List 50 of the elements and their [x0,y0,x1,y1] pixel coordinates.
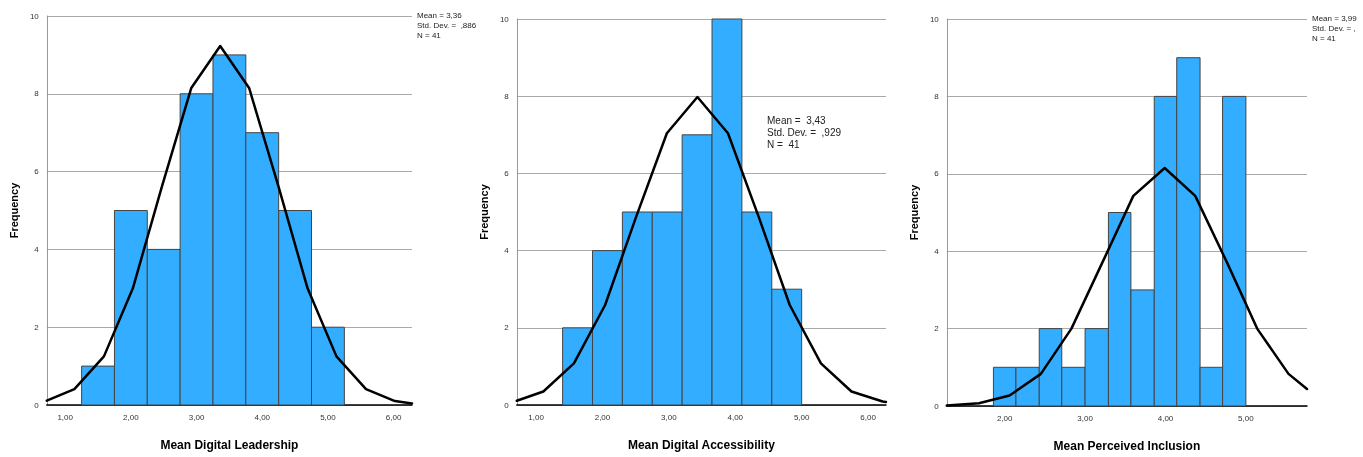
y-tick-label: 0 [934,401,940,411]
x-tick-label: 6,00 [860,412,877,422]
line-series [515,95,888,404]
y-tick-label: 8 [504,91,510,101]
y-tick-label: 2 [934,324,940,334]
y-tick-label: 4 [504,246,510,256]
x-tick-label: 4,00 [254,412,271,422]
annotation: Mean = 3,43 [767,114,827,126]
y-tick-label: 8 [934,91,940,101]
y-tick-label: 8 [34,89,40,99]
y-tick-label: 0 [34,400,40,410]
x-tick-label: 2,00 [123,412,140,422]
y-tick-label: 10 [499,14,510,24]
y-axis-title: Frequency [907,183,920,241]
text: Mean = 3,36 [417,10,463,20]
x-axis-title: Mean Perceived Inclusion [1053,439,1201,453]
x-tick-label: 1,00 [57,412,74,422]
x-axis-title: Mean Digital Accessibility [627,438,776,452]
x-tick-label: 5,00 [793,412,810,422]
y-tick-label: 2 [504,323,510,333]
x-tick-label: 5,00 [1238,413,1255,423]
y-axis-title: Frequency [477,183,490,240]
x-tick-label: 2,00 [996,413,1014,423]
annotation: N = 41 [767,138,800,150]
y-axis-title: Frequency [7,181,20,239]
text: Mean = 3,99 [1312,13,1358,23]
y-tick-label: 10 [929,14,940,24]
y-tick-label: 10 [29,11,40,21]
y-tick-label: 4 [34,244,40,254]
text: N = 41 [417,30,442,40]
x-tick-label: 3,00 [661,412,678,422]
x-tick-label: 5,00 [320,412,337,422]
y-tick-label: 2 [34,322,40,332]
x-tick-label: 3,00 [188,412,205,422]
y-tick-label: 0 [504,400,510,410]
x-tick-label: 4,00 [1157,413,1174,423]
text: Std. Dev. = ,886 [417,20,477,30]
y-tick-label: 4 [934,246,940,256]
text: Std. Dev. = , [1312,23,1356,33]
x-tick-label: 1,00 [528,412,545,422]
x-tick-label: 6,00 [385,412,402,422]
x-tick-label: 2,00 [594,412,611,422]
y-tick-label: 6 [934,169,940,179]
x-tick-label: 4,00 [727,412,744,422]
y-tick-label: 6 [34,167,40,177]
x-tick-label: 3,00 [1077,413,1094,423]
y-tick-label: 6 [504,168,510,178]
x-axis-title: Mean Digital Leadership [160,438,299,452]
annotation: Std. Dev. = ,929 [767,126,842,138]
text: N = 41 [1312,33,1337,43]
